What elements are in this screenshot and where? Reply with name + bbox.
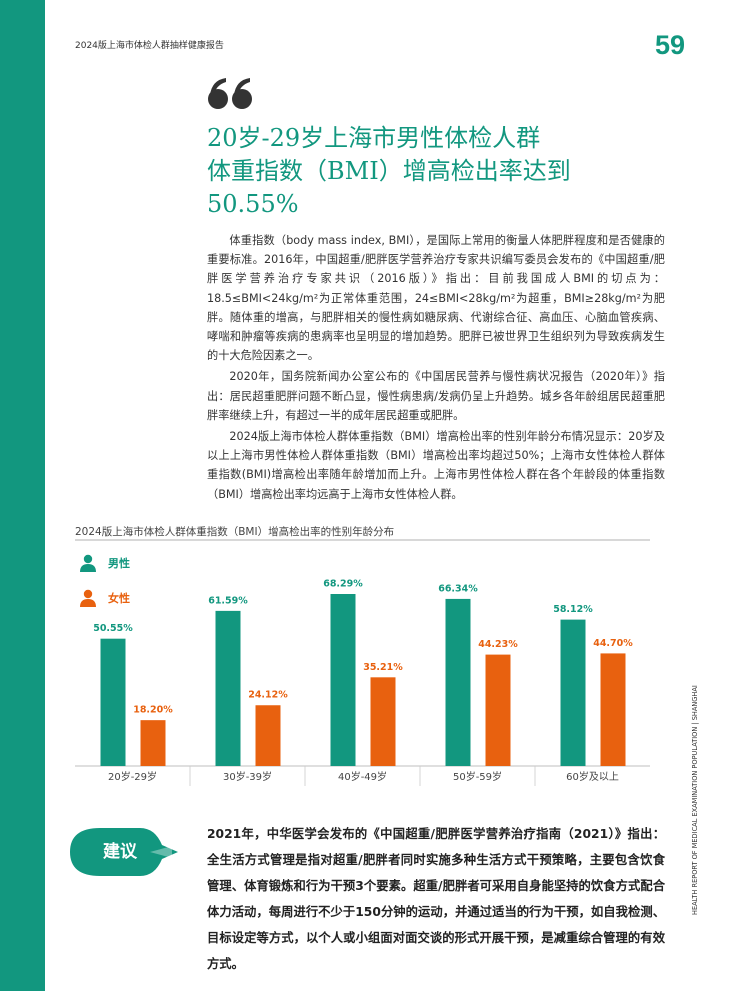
value-label: 24.12% (248, 690, 288, 701)
x-tick-label: 40岁-49岁 (338, 770, 387, 783)
advice-label: 建议 (103, 841, 138, 862)
value-label: 50.55% (93, 623, 133, 634)
x-tick-label: 50岁-59岁 (453, 770, 502, 783)
legend-icon-head (83, 554, 93, 564)
paragraph: 2024版上海市体检人群体重指数（BMI）增高检出率的性别年龄分布情况显示：20… (207, 430, 665, 501)
chart-title: 2024版上海市体检人群体重指数（BMI）增高检出率的性别年龄分布 (75, 526, 395, 538)
value-label: 44.70% (593, 638, 633, 649)
value-label: 68.29% (323, 579, 363, 590)
bar (485, 654, 511, 766)
quote-icon (208, 78, 252, 109)
x-tick-label: 30岁-39岁 (223, 770, 272, 783)
legend-icon (80, 554, 96, 572)
legend-icon-head (83, 589, 93, 599)
x-tick-label: 60岁及以上 (566, 770, 619, 783)
legend-label: 男性 (108, 556, 130, 570)
value-label: 44.23% (478, 639, 518, 650)
bar (215, 610, 241, 766)
legend-icon-body (80, 599, 96, 607)
headline-line: 50.55% (207, 190, 299, 218)
side-text: HEALTH REPORT OF MEDICAL EXAMINATION POP… (691, 685, 699, 915)
legend-icon-body (80, 564, 96, 572)
bar (600, 653, 626, 766)
bar (140, 720, 166, 766)
x-tick-label: 20岁-29岁 (108, 770, 157, 783)
report-title: 2024版上海市体检人群抽样健康报告 (75, 41, 224, 51)
headline-line: 20岁-29岁上海市男性体检人群 (207, 124, 541, 152)
bar (100, 638, 126, 766)
value-label: 61.59% (208, 595, 248, 606)
value-label: 18.20% (133, 705, 173, 716)
value-label: 58.12% (553, 604, 593, 615)
bar (255, 705, 281, 766)
legend-icon (80, 589, 96, 607)
bar (370, 677, 396, 766)
side-bar (0, 0, 45, 991)
legend-label: 女性 (108, 591, 130, 605)
advice-badge (70, 828, 178, 876)
advice-text: 2021年，中华医学会发布的《中国超重/肥胖医学营养治疗指南（2021）》指出：… (207, 827, 665, 971)
page-number: 59 (655, 30, 686, 60)
headline: 20岁-29岁上海市男性体检人群 体重指数（BMI）增高检出率达到 50.55% (207, 122, 571, 221)
paragraph: 体重指数（body mass index, BMI），是国际上常用的衡量人体肥胖… (207, 234, 665, 363)
body-text: 体重指数（body mass index, BMI），是国际上常用的衡量人体肥胖… (207, 231, 665, 506)
bar (445, 598, 471, 766)
paragraph: 2020年，国务院新闻办公室公布的《中国居民营养与慢性病状况报告（2020年）》… (207, 370, 665, 422)
value-label: 66.34% (438, 583, 478, 594)
value-label: 35.21% (363, 662, 403, 673)
bar (560, 619, 586, 766)
bar (330, 594, 356, 766)
headline-line: 体重指数（BMI）增高检出率达到 (207, 157, 571, 185)
